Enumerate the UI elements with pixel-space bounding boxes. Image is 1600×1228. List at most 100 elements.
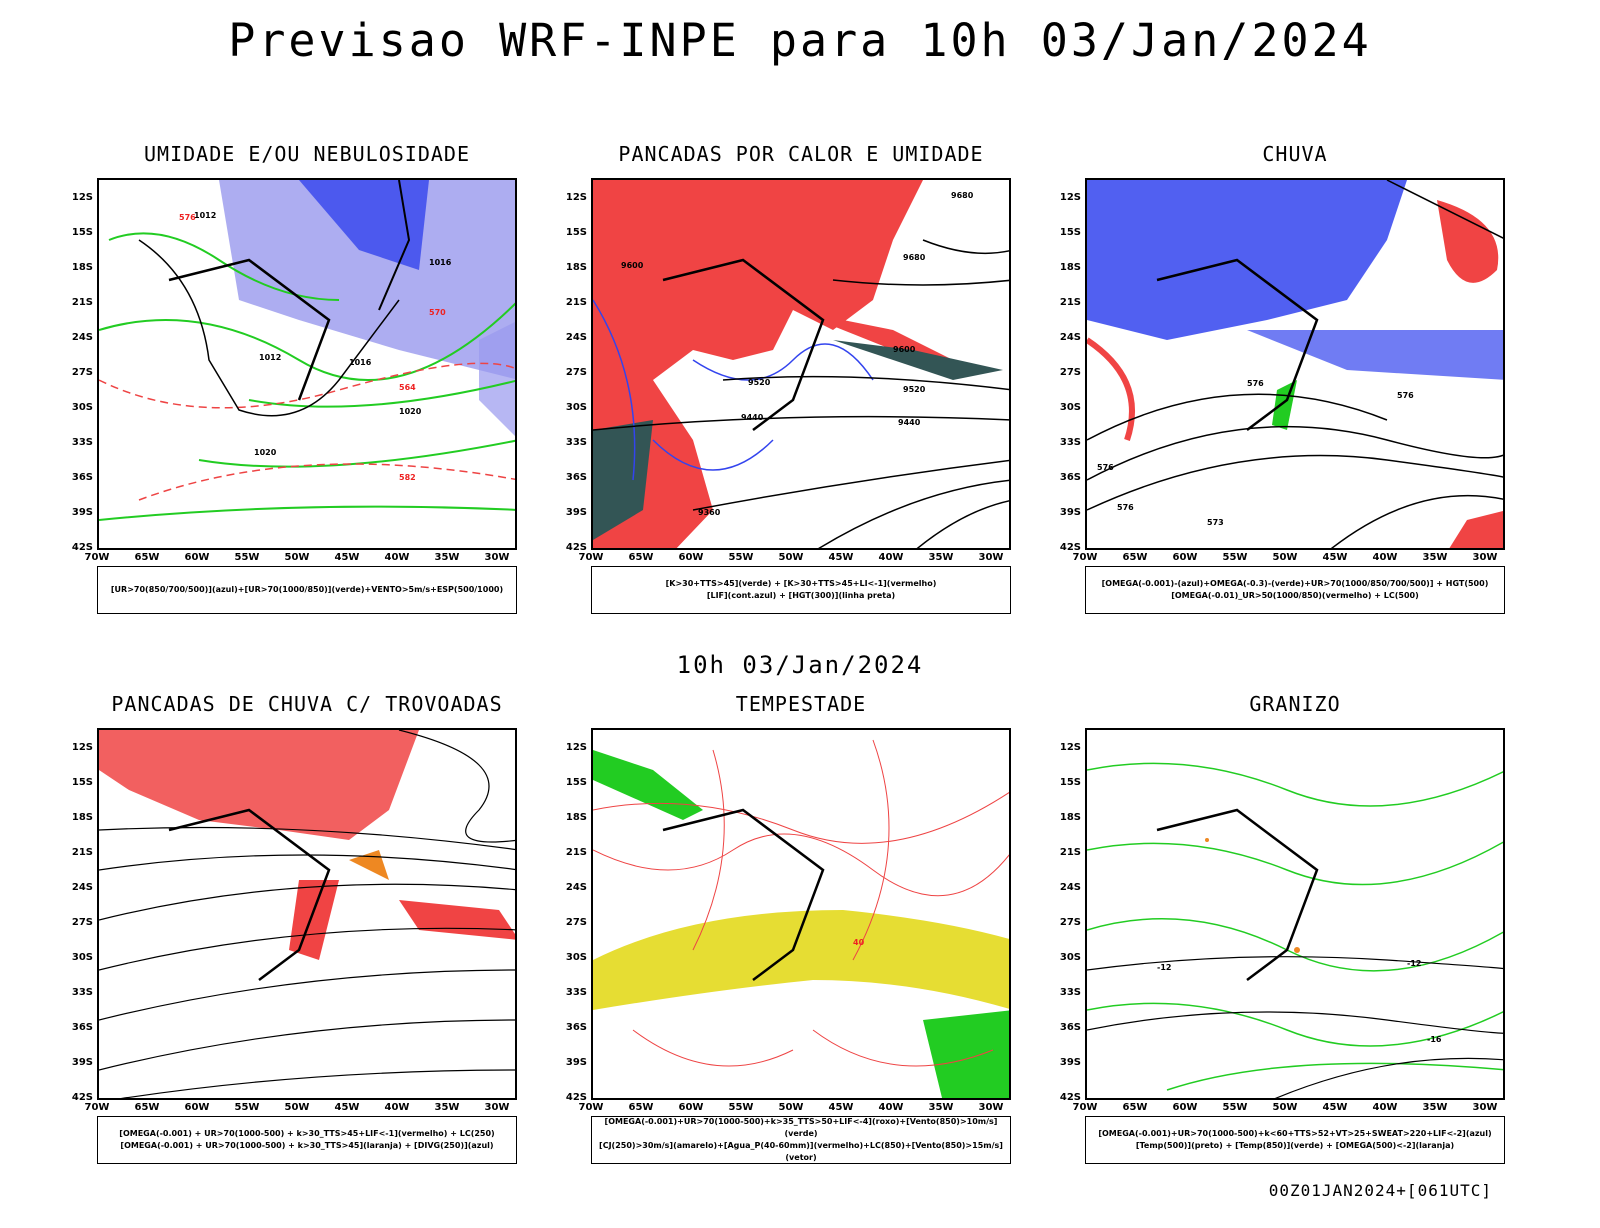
map-layer xyxy=(99,730,515,1098)
lon-tick-label: 35W xyxy=(1422,552,1448,563)
lat-tick-label: 21S xyxy=(1059,297,1081,308)
lon-tick-label: 35W xyxy=(928,1102,954,1113)
lat-tick-label: 12S xyxy=(565,192,587,203)
lon-tick-label: 30W xyxy=(1472,552,1498,563)
lat-tick-label: 39S xyxy=(71,507,93,518)
lon-tick-label: 55W xyxy=(234,1102,260,1113)
svg-text:1012: 1012 xyxy=(259,353,281,362)
svg-text:9520: 9520 xyxy=(903,385,926,394)
svg-text:-12: -12 xyxy=(1157,963,1171,972)
lat-tick-label: 39S xyxy=(71,1057,93,1068)
lon-tick-label: 55W xyxy=(234,552,260,563)
map-layer: 9680 9680 9600 9600 9520 9520 9440 9440 … xyxy=(593,180,1009,548)
lon-tick-label: 35W xyxy=(1422,1102,1448,1113)
legend-line-2: [OMEGA(-0.001) + UR>70(1000-500) + k>30_… xyxy=(120,1141,494,1150)
lon-tick-label: 30W xyxy=(978,1102,1004,1113)
legend-line-1: [OMEGA(-0.001) + UR>70(1000-500) + k>30_… xyxy=(119,1129,495,1138)
lat-tick-label: 21S xyxy=(1059,847,1081,858)
map-layer: 1012 1012 1016 1016 1020 1020 576 570 56… xyxy=(99,180,515,521)
legend-line-2: [LIF](cont.azul) + [HGT(300)](linha pret… xyxy=(706,591,896,600)
svg-text:576: 576 xyxy=(1117,503,1134,512)
run-timestamp: 00Z01JAN2024+[061UTC] xyxy=(1268,1181,1492,1200)
legend-line-1: [K>30+TTS>45](verde) + [K>30+TTS>45+LI<-… xyxy=(665,579,937,588)
map-umidade: 1012 1012 1016 1016 1020 1020 576 570 56… xyxy=(97,178,517,550)
lon-tick-label: 45W xyxy=(334,1102,360,1113)
lon-tick-label: 65W xyxy=(1122,552,1148,563)
svg-text:582: 582 xyxy=(399,473,416,482)
lon-tick-label: 45W xyxy=(828,552,854,563)
svg-text:-16: -16 xyxy=(1427,1035,1442,1044)
lat-tick-label: 12S xyxy=(71,192,93,203)
lat-tick-label: 33S xyxy=(71,437,93,448)
svg-text:1012: 1012 xyxy=(194,211,216,220)
svg-text:9600: 9600 xyxy=(893,345,916,354)
lat-tick-label: 18S xyxy=(1059,262,1081,273)
panel-legend: [OMEGA(-0.001)+UR>70(1000-500)+k<60+TTS>… xyxy=(1085,1116,1505,1164)
svg-text:576: 576 xyxy=(1097,463,1114,472)
lat-tick-label: 27S xyxy=(1059,917,1081,928)
panel-title: TEMPESTADE xyxy=(735,692,867,716)
legend-line-1: [OMEGA(-0.001)-(azul)+OMEGA(-0.3)-(verde… xyxy=(1101,579,1489,588)
svg-text:40: 40 xyxy=(853,938,865,947)
lat-tick-label: 24S xyxy=(71,882,93,893)
lat-tick-label: 21S xyxy=(565,297,587,308)
lat-tick-label: 15S xyxy=(565,777,587,788)
lat-tick-label: 18S xyxy=(71,262,93,273)
lat-tick-label: 15S xyxy=(1059,777,1081,788)
lat-tick-label: 30S xyxy=(1059,952,1081,963)
lon-tick-label: 30W xyxy=(978,552,1004,563)
svg-text:570: 570 xyxy=(429,308,446,317)
lon-tick-label: 35W xyxy=(434,1102,460,1113)
lon-tick-label: 40W xyxy=(1372,552,1398,563)
svg-text:1020: 1020 xyxy=(254,448,277,457)
lat-tick-label: 27S xyxy=(71,917,93,928)
lat-tick-label: 42S xyxy=(71,542,93,553)
lon-tick-label: 55W xyxy=(728,1102,754,1113)
lon-tick-label: 45W xyxy=(1322,1102,1348,1113)
svg-text:9600: 9600 xyxy=(621,261,644,270)
lon-tick-label: 65W xyxy=(628,552,654,563)
lat-tick-label: 12S xyxy=(1059,192,1081,203)
lat-tick-label: 27S xyxy=(565,367,587,378)
lat-tick-label: 39S xyxy=(1059,1057,1081,1068)
lat-tick-label: 15S xyxy=(1059,227,1081,238)
lat-tick-label: 36S xyxy=(1059,472,1081,483)
lat-tick-label: 39S xyxy=(1059,507,1081,518)
svg-text:576: 576 xyxy=(179,213,196,222)
map-pancadas-calor: 9680 9680 9600 9600 9520 9520 9440 9440 … xyxy=(591,178,1011,550)
lat-tick-label: 27S xyxy=(565,917,587,928)
map-tempestade: 40 xyxy=(591,728,1011,1100)
lon-tick-label: 30W xyxy=(484,552,510,563)
lat-tick-label: 33S xyxy=(1059,987,1081,998)
lat-tick-label: 15S xyxy=(71,227,93,238)
map-layer: 576 576 576 576 573 xyxy=(1087,180,1503,548)
lat-tick-label: 36S xyxy=(565,472,587,483)
lon-tick-label: 40W xyxy=(384,552,410,563)
lat-tick-label: 24S xyxy=(565,882,587,893)
lon-tick-label: 65W xyxy=(628,1102,654,1113)
lat-tick-label: 27S xyxy=(71,367,93,378)
panel-legend: [OMEGA(-0.001)-(azul)+OMEGA(-0.3)-(verde… xyxy=(1085,566,1505,614)
lat-tick-label: 24S xyxy=(71,332,93,343)
lat-tick-label: 18S xyxy=(71,812,93,823)
panel-chuva: CHUVA 576 576 576 576 573 [OMEGA(-0.001)… xyxy=(1060,142,1565,678)
lon-tick-label: 60W xyxy=(678,552,704,563)
lon-tick-label: 40W xyxy=(384,1102,410,1113)
lat-tick-label: 33S xyxy=(565,437,587,448)
lat-tick-label: 21S xyxy=(565,847,587,858)
lat-tick-label: 21S xyxy=(71,847,93,858)
lon-tick-label: 70W xyxy=(578,1102,604,1113)
lon-tick-label: 30W xyxy=(484,1102,510,1113)
map-granizo: -12 -12 -16 xyxy=(1085,728,1505,1100)
lat-tick-label: 42S xyxy=(565,1092,587,1103)
lon-tick-label: 60W xyxy=(1172,552,1198,563)
panel-legend: [K>30+TTS>45](verde) + [K>30+TTS>45+LI<-… xyxy=(591,566,1011,614)
lon-tick-label: 55W xyxy=(1222,552,1248,563)
svg-text:-12: -12 xyxy=(1407,959,1421,968)
svg-text:9360: 9360 xyxy=(698,508,721,517)
lon-tick-label: 60W xyxy=(184,552,210,563)
lon-tick-label: 70W xyxy=(84,552,110,563)
panel-legend: [OMEGA(-0.001) + UR>70(1000-500) + k>30_… xyxy=(97,1116,517,1164)
map-chuva: 576 576 576 576 573 xyxy=(1085,178,1505,550)
legend-line-1: [UR>70(850/700/500)](azul)+[UR>70(1000/8… xyxy=(110,585,504,594)
